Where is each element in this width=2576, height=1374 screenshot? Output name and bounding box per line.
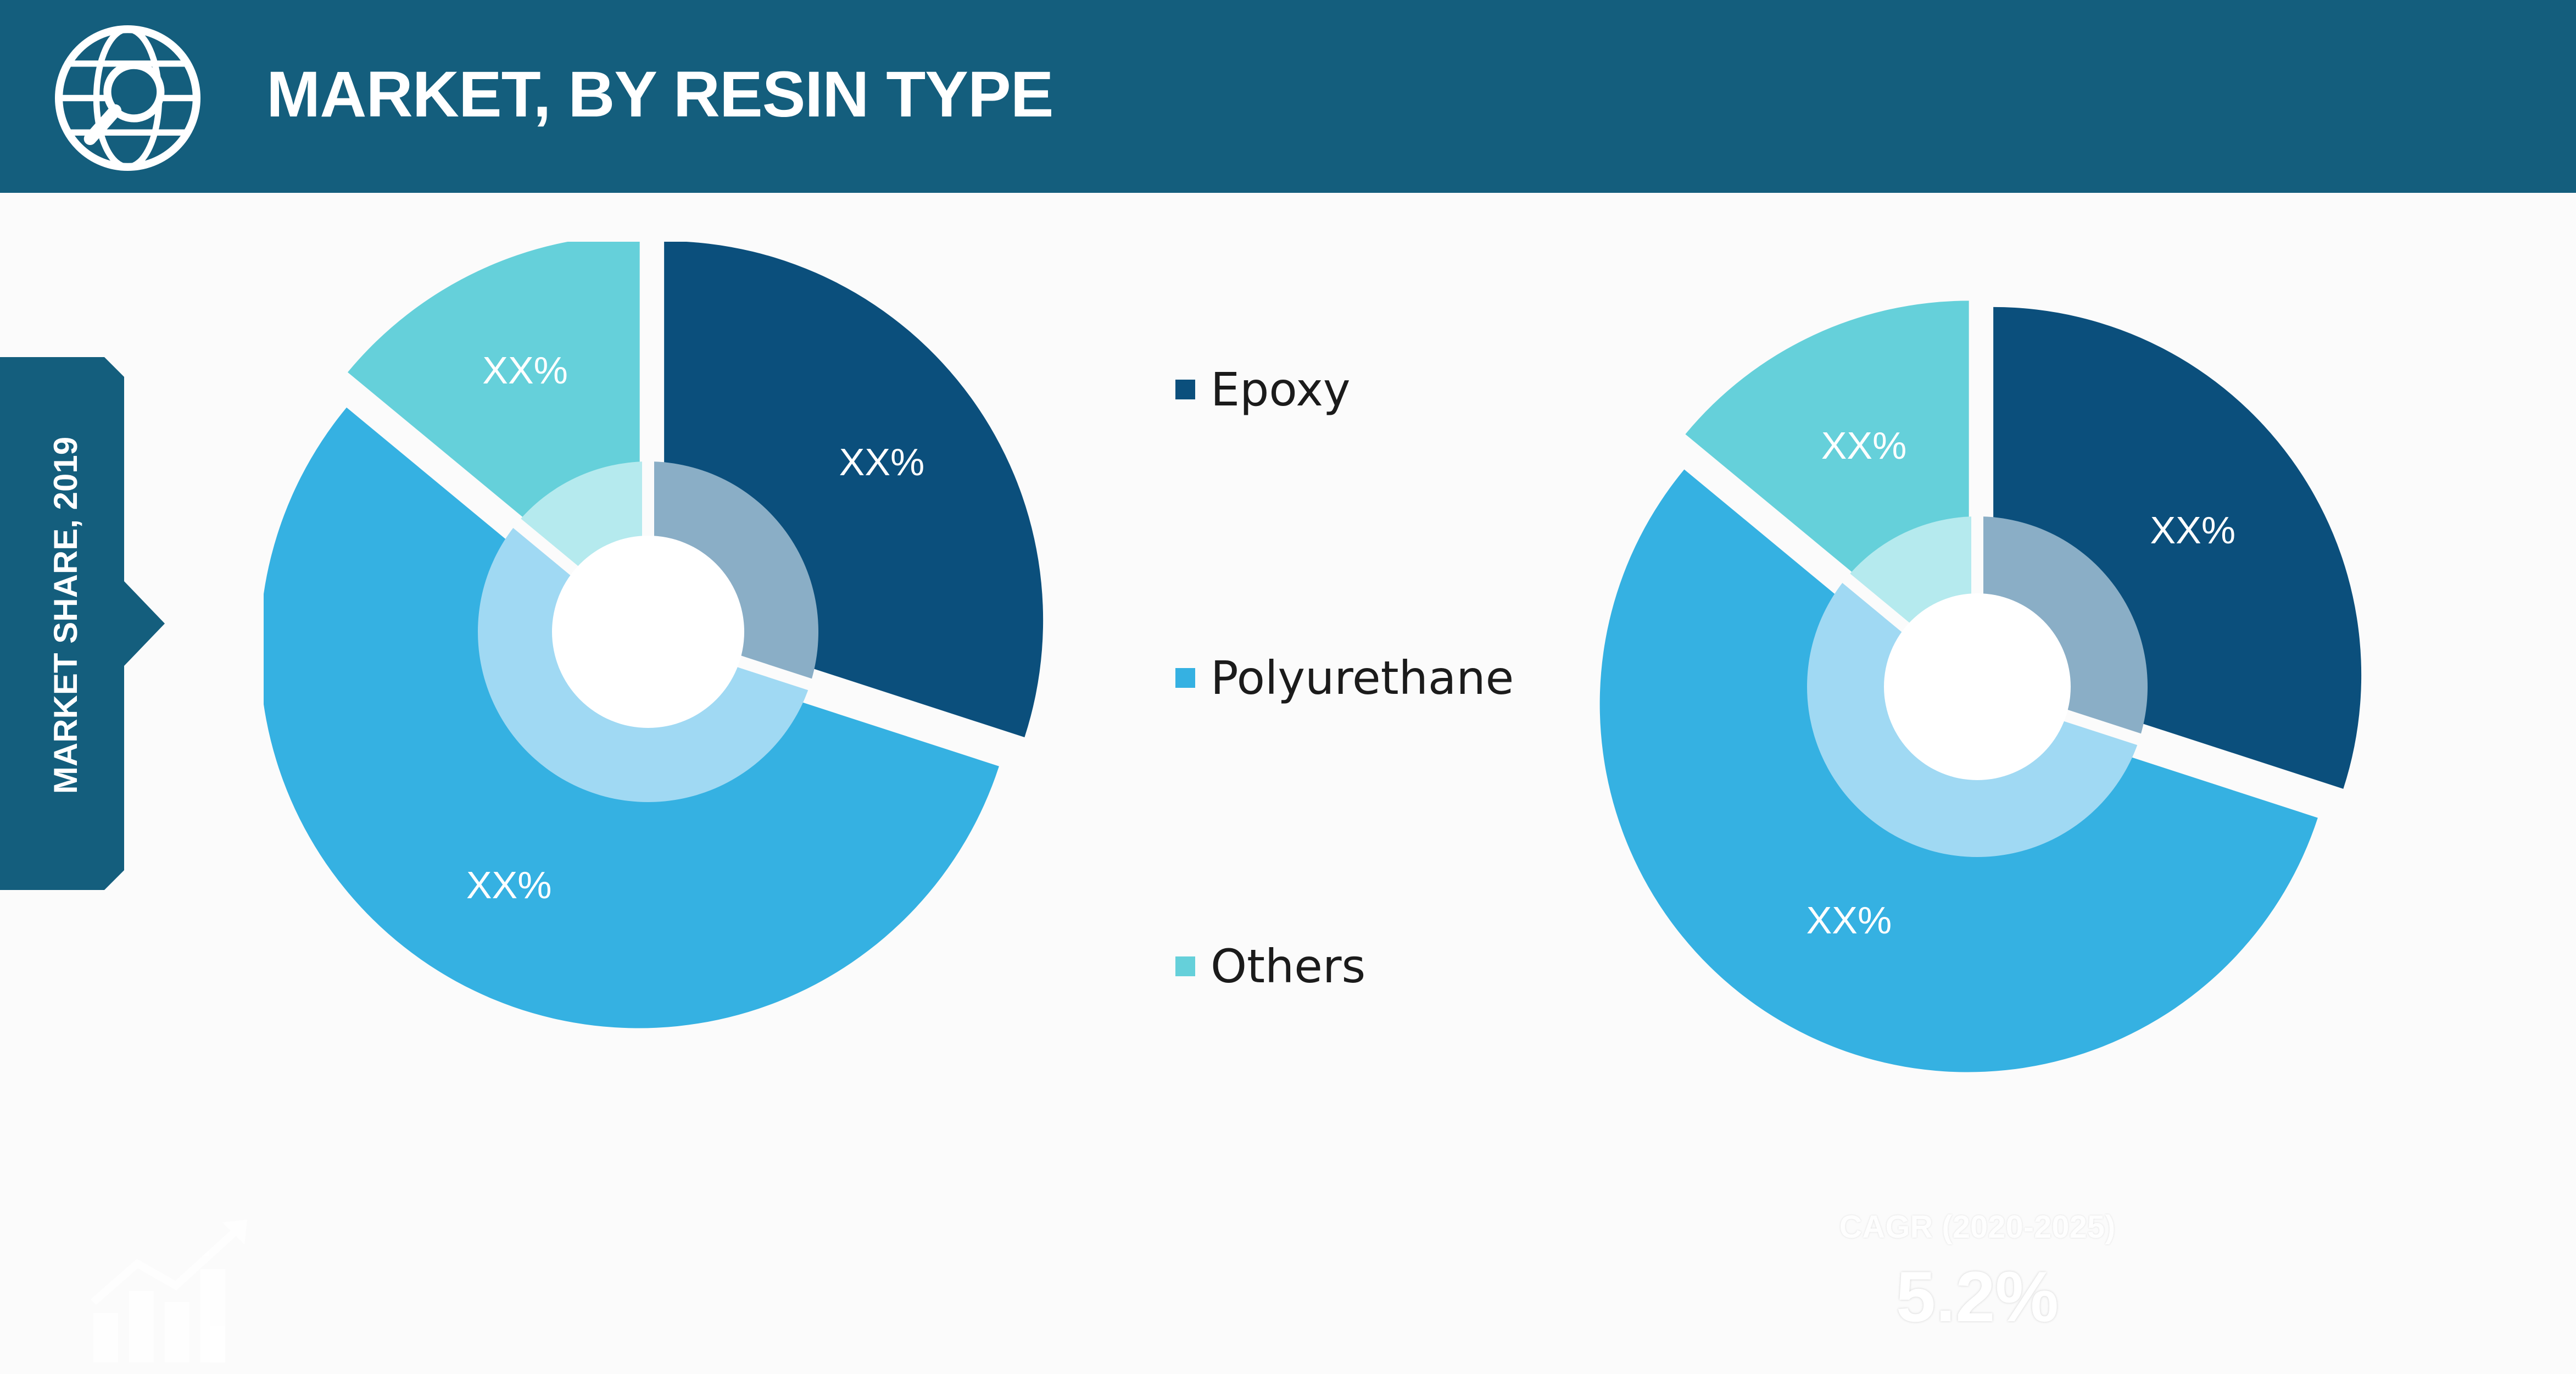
donut-hole	[1884, 593, 2071, 780]
cagr-label: CAGR (2020-2025)	[1839, 1209, 2116, 1245]
growth-chart-icon	[91, 1220, 247, 1362]
legend-swatch-epoxy	[1175, 380, 1195, 399]
legend-label-epoxy: Epoxy	[1211, 363, 1351, 416]
legend-item-epoxy: Epoxy	[1175, 363, 1351, 416]
data-label-polyurethane: XX%	[466, 864, 552, 906]
side-label: MARKET SHARE, 2019	[47, 436, 84, 794]
donut-hole	[552, 536, 744, 728]
data-label-epoxy: XX%	[839, 441, 925, 483]
data-label-polyurethane: XX%	[1806, 899, 1892, 942]
globe-search-icon	[54, 25, 201, 171]
legend-swatch-others	[1175, 956, 1195, 976]
header-bar: MARKET, BY RESIN TYPE	[0, 0, 2576, 193]
data-label-epoxy: XX%	[2150, 509, 2235, 552]
legend-label-others: Others	[1211, 939, 1366, 993]
legend-item-polyurethane: Polyurethane	[1175, 651, 1514, 705]
side-tab	[0, 357, 165, 890]
data-label-others: XX%	[482, 349, 568, 392]
legend-item-others: Others	[1175, 939, 1365, 993]
legend-swatch-polyurethane	[1175, 668, 1195, 688]
data-label-others: XX%	[1821, 424, 1907, 467]
donut-chart-2025: XX% XX% XX%	[1599, 297, 2362, 1072]
cagr-value: 5.2%	[1895, 1256, 2059, 1337]
page-title: MARKET, BY RESIN TYPE	[266, 58, 1053, 131]
donut-chart-2019: XX% XX% XX%	[264, 242, 1044, 1028]
legend-label-polyurethane: Polyurethane	[1211, 651, 1514, 705]
